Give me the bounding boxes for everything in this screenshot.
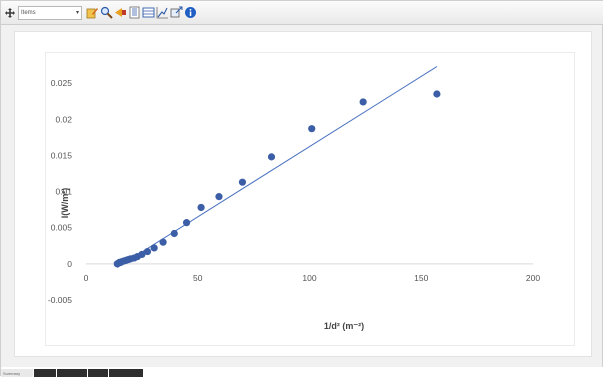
sheet-tabs: Summary [1,367,603,377]
y-tick-label: 0 [67,259,72,269]
data-point [308,125,316,133]
data-point [182,219,191,227]
y-tick-label: 0.025 [51,78,73,88]
data-point [197,203,205,212]
sheet-tab[interactable] [88,369,108,377]
edit-icon[interactable] [86,6,99,19]
sheet-tab[interactable] [109,369,143,377]
trendline [117,66,438,268]
info-icon[interactable] [184,6,197,19]
table-icon[interactable] [142,6,155,19]
data-point [359,98,367,106]
x-tick-label: 150 [414,273,428,283]
view-select[interactable]: Items ▾ [18,5,82,20]
chevron-down-icon: ▾ [75,10,79,16]
data-point [170,229,178,238]
pointer-icon[interactable] [114,6,127,19]
x-axis-label: 1/d² (m⁻²) [324,321,364,331]
toolbar: Items ▾ [1,1,603,25]
data-point [159,238,167,246]
data-point [238,178,247,186]
y-tick-label: 0.015 [51,150,73,160]
grid-icon[interactable] [128,6,141,19]
export-icon[interactable] [170,6,183,19]
data-point [138,250,146,259]
y-tick-label: -0.005 [48,295,72,305]
data-point [150,244,158,252]
sheet-tab[interactable] [57,369,87,377]
view-select-value: Items [21,9,36,16]
data-point [143,247,152,256]
x-tick-label: 200 [526,273,540,283]
x-tick-label: 0 [84,273,89,283]
y-axis-label: I(W/m²) [60,188,70,219]
sheet-tab[interactable] [34,369,56,377]
y-tick-label: 0.005 [51,223,73,233]
y-tick-label: 0.01 [55,187,72,197]
fit-icon[interactable] [156,6,169,19]
sheet-tab-summary[interactable]: Summary [1,369,33,377]
data-point [215,193,223,201]
data-point [433,90,441,98]
x-tick-label: 100 [302,273,316,283]
data-point [267,153,276,161]
x-tick-label: 50 [193,273,203,283]
y-tick-label: 0.02 [55,114,72,124]
pan-icon[interactable] [4,7,16,19]
zoom-icon[interactable] [100,6,113,19]
